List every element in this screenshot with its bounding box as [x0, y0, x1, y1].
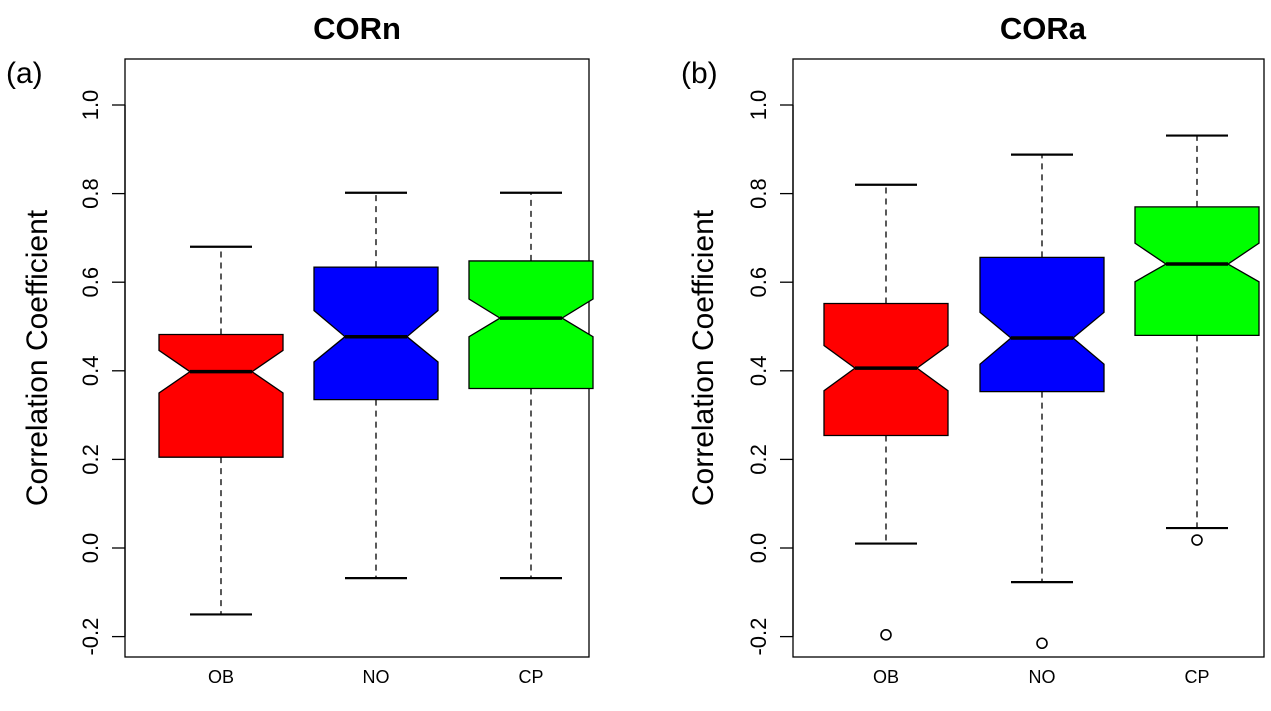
chart-panel-corn: (a) CORn Correlation Coefficient -0.2 0.0… [6, 11, 594, 687]
y-tick-label: -0.2 [746, 618, 771, 656]
y-tick-label: 0.2 [746, 444, 771, 475]
y-tick-label: 0.6 [78, 267, 103, 298]
box-body [158, 333, 284, 458]
box-ob [158, 245, 284, 616]
y-tick-label: 0.0 [78, 533, 103, 564]
box-body [313, 266, 439, 401]
panel-label: (b) [681, 57, 718, 90]
y-tick-label: 0.6 [746, 267, 771, 298]
x-tick-label: CP [518, 667, 543, 687]
y-tick-label: 1.0 [78, 90, 103, 121]
x-axis: OB NO CP [208, 667, 544, 687]
outlier-point [880, 629, 892, 641]
y-tick-label: 0.2 [78, 444, 103, 475]
y-axis: -0.2 0.0 0.2 0.4 0.6 0.8 1.0 [78, 90, 126, 656]
y-tick-label: 0.0 [746, 533, 771, 564]
boxes [158, 191, 594, 616]
chart-panel-cora: (b) CORa Correlation Coefficient -0.2 0.0… [681, 11, 1265, 687]
y-tick-label: -0.2 [78, 618, 103, 656]
y-tick-label: 0.8 [78, 178, 103, 209]
boxes [823, 134, 1260, 650]
box-ob [823, 183, 949, 641]
x-axis: OB NO CP [873, 667, 1210, 687]
y-tick-label: 0.8 [746, 178, 771, 209]
x-tick-label: NO [363, 667, 390, 687]
outlier-point [1036, 637, 1048, 650]
y-tick-label: 1.0 [746, 90, 771, 121]
box-body [979, 256, 1105, 393]
box-no [979, 153, 1105, 650]
x-tick-label: OB [873, 667, 899, 687]
x-tick-label: CP [1184, 667, 1209, 687]
y-tick-label: 0.4 [78, 356, 103, 387]
chart-title: CORa [1000, 11, 1087, 46]
x-tick-label: NO [1029, 667, 1056, 687]
y-axis: -0.2 0.0 0.2 0.4 0.6 0.8 1.0 [746, 90, 794, 656]
panel-label: (a) [6, 57, 43, 90]
box-cp [1134, 134, 1260, 546]
box-body [468, 260, 594, 390]
y-axis-label: Correlation Coefficient [687, 209, 720, 506]
box-no [313, 191, 439, 580]
y-tick-label: 0.4 [746, 356, 771, 387]
y-axis-label: Correlation Coefficient [21, 209, 54, 506]
chart-title: CORn [313, 11, 401, 46]
box-cp [468, 191, 594, 580]
outlier-point [1191, 534, 1203, 546]
x-tick-label: OB [208, 667, 234, 687]
box-body [1134, 206, 1260, 337]
